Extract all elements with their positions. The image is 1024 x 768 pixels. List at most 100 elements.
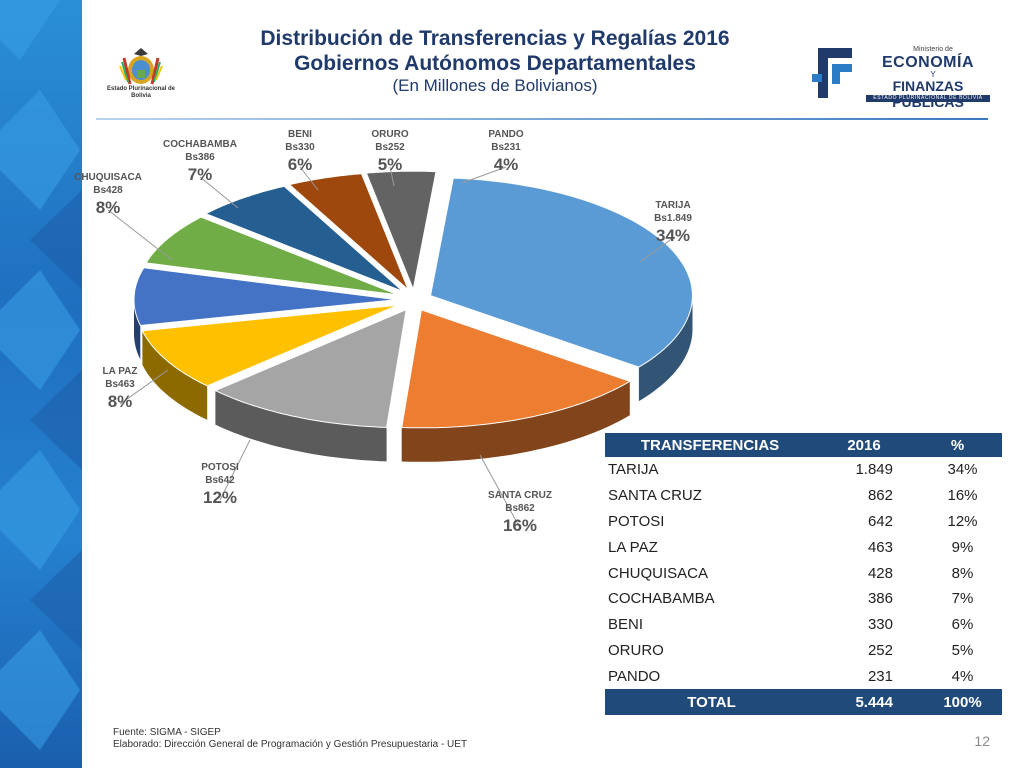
row-name: ORURO bbox=[608, 641, 664, 659]
pie-leader-layer bbox=[107, 166, 674, 529]
header-year: 2016 bbox=[815, 433, 913, 457]
pie-slice-side-santa-cruz bbox=[401, 381, 630, 462]
ministry-mark-icon bbox=[812, 48, 852, 98]
data-label-percent-chuquisaca: 8% bbox=[96, 198, 121, 217]
coat-of-arms-icon bbox=[119, 48, 163, 85]
row-name: PANDO bbox=[608, 667, 661, 685]
data-label-amount-chuquisaca: Bs428 bbox=[93, 185, 123, 196]
data-label-name-cochabamba: COCHABAMBA bbox=[163, 139, 237, 150]
source-note: Fuente: SIGMA - SIGEP bbox=[113, 727, 221, 738]
pie-slice-oruro bbox=[288, 173, 409, 291]
data-label-name-potosi: POTOSI bbox=[201, 462, 239, 473]
row-value: 862 bbox=[867, 487, 893, 505]
data-label-percent-pando: 4% bbox=[494, 155, 519, 174]
data-label-amount-beni: Bs330 bbox=[285, 142, 315, 153]
data-label-amount-santa-cruz: Bs862 bbox=[505, 503, 535, 514]
row-value: 428 bbox=[867, 564, 893, 582]
data-label-name-chuquisaca: CHUQUISACA bbox=[74, 172, 142, 183]
row-name: POTOSI bbox=[608, 512, 665, 530]
table-row: COCHABAMBA 386 7% bbox=[605, 586, 1002, 612]
table-row: TARIJA 1.849 34% bbox=[605, 457, 1002, 483]
row-name: BENI bbox=[608, 616, 644, 634]
leader-line-beni bbox=[299, 166, 319, 191]
table-row: LA PAZ 463 9% bbox=[605, 534, 1002, 560]
ministry-line-3: Y bbox=[930, 70, 936, 79]
pie-top-layer bbox=[133, 170, 693, 429]
pie-slice-side-tarija bbox=[638, 295, 693, 402]
transfers-table: TRANSFERENCIAS 2016 % TARIJA 1.849 34% SAN… bbox=[605, 433, 1002, 716]
row-name: LA PAZ bbox=[608, 538, 658, 556]
table-row: BENI 330 6% bbox=[605, 612, 1002, 638]
prepared-by-note: Elaborado: Dirección General de Programa… bbox=[113, 739, 468, 750]
data-label-percent-cochabamba: 7% bbox=[188, 165, 213, 184]
table-row: PANDO 231 4% bbox=[605, 663, 1002, 689]
data-label-percent-oruro: 5% bbox=[378, 155, 403, 174]
data-label-amount-pando: Bs231 bbox=[491, 142, 521, 153]
pie-slice-la-paz bbox=[141, 304, 399, 387]
table-header-row: TRANSFERENCIAS 2016 % bbox=[605, 433, 1002, 457]
total-percent: 100% bbox=[913, 689, 1002, 716]
row-percent: 5% bbox=[951, 641, 974, 659]
slide-subtitle: (En Millones de Bolivianos) bbox=[392, 76, 598, 95]
ministry-line-5: ESTADO PLURINACIONAL DE BOLIVIA bbox=[866, 95, 990, 102]
row-percent: 12% bbox=[947, 512, 978, 530]
row-percent: 9% bbox=[951, 538, 974, 556]
leader-line-potosi bbox=[219, 439, 251, 501]
row-percent: 4% bbox=[951, 667, 974, 685]
table-row: POTOSI 642 12% bbox=[605, 509, 1002, 535]
leader-line-chuquisaca bbox=[107, 209, 173, 261]
pie-slice-tarija bbox=[429, 177, 693, 368]
leader-line-oruro bbox=[389, 166, 395, 187]
slide-title: Distribución de Transferencias y Regalía… bbox=[190, 26, 800, 76]
pie-slice-potosi bbox=[214, 308, 407, 428]
pie-slice-side-potosi bbox=[215, 390, 387, 462]
row-name: CHUQUISACA bbox=[608, 564, 709, 582]
pie-label-layer: TARIJA Bs1.849 34% SANTA CRUZ Bs862 16% POTOSI… bbox=[74, 129, 692, 535]
leader-line-santa-cruz bbox=[479, 454, 521, 529]
data-label-amount-la-paz: Bs463 bbox=[105, 379, 135, 390]
data-label-percent-beni: 6% bbox=[288, 155, 313, 174]
row-value: 463 bbox=[867, 538, 893, 556]
table-total-row: TOTAL 5.444 100% bbox=[605, 689, 1002, 716]
data-label-percent-santa-cruz: 16% bbox=[503, 516, 537, 535]
row-value: 1.849 bbox=[855, 461, 893, 479]
title-divider bbox=[96, 118, 988, 120]
data-label-amount-cochabamba: Bs386 bbox=[185, 152, 215, 163]
ministry-logo: Ministerio de ECONOMÍA Y FINANZAS PÚBLIC… bbox=[808, 44, 990, 110]
row-percent: 6% bbox=[951, 616, 974, 634]
row-value: 386 bbox=[867, 590, 893, 608]
row-percent: 34% bbox=[947, 461, 978, 479]
pie-slice-cochabamba bbox=[144, 216, 399, 296]
row-name: TARIJA bbox=[608, 461, 659, 479]
title-line-1: Distribución de Transferencias y Regalía… bbox=[260, 27, 730, 50]
title-line-2: Gobiernos Autónomos Departamentales bbox=[294, 52, 696, 75]
row-value: 252 bbox=[867, 641, 893, 659]
row-value: 642 bbox=[867, 512, 893, 530]
data-label-name-pando: PANDO bbox=[488, 129, 524, 140]
leader-line-pando bbox=[461, 166, 507, 184]
total-label: TOTAL bbox=[605, 689, 815, 716]
data-label-amount-potosi: Bs642 bbox=[205, 475, 235, 486]
data-label-name-oruro: ORURO bbox=[371, 129, 408, 140]
row-value: 330 bbox=[867, 616, 893, 634]
data-label-percent-la-paz: 8% bbox=[108, 392, 133, 411]
table-row: SANTA CRUZ 862 16% bbox=[605, 483, 1002, 509]
pie-slice-chuquisaca bbox=[133, 267, 397, 327]
coat-caption: Estado Plurinacional de Bolivia bbox=[106, 86, 175, 99]
row-value: 231 bbox=[867, 667, 893, 685]
data-label-percent-potosi: 12% bbox=[203, 488, 237, 507]
data-label-percent-tarija: 34% bbox=[656, 226, 690, 245]
header-percent: % bbox=[913, 433, 1002, 457]
data-label-name-la-paz: LA PAZ bbox=[103, 366, 138, 377]
pie-slice-side-chuquisaca bbox=[134, 299, 141, 360]
row-percent: 16% bbox=[947, 487, 978, 505]
data-label-amount-oruro: Bs252 bbox=[375, 142, 405, 153]
pie-slice-santa-cruz bbox=[401, 309, 631, 429]
leader-line-cochabamba bbox=[199, 176, 239, 209]
data-label-name-beni: BENI bbox=[288, 129, 312, 140]
row-name: SANTA CRUZ bbox=[608, 487, 702, 505]
pie-slice-beni bbox=[204, 185, 404, 292]
total-value: 5.444 bbox=[815, 689, 913, 716]
table-row: ORURO 252 5% bbox=[605, 638, 1002, 664]
